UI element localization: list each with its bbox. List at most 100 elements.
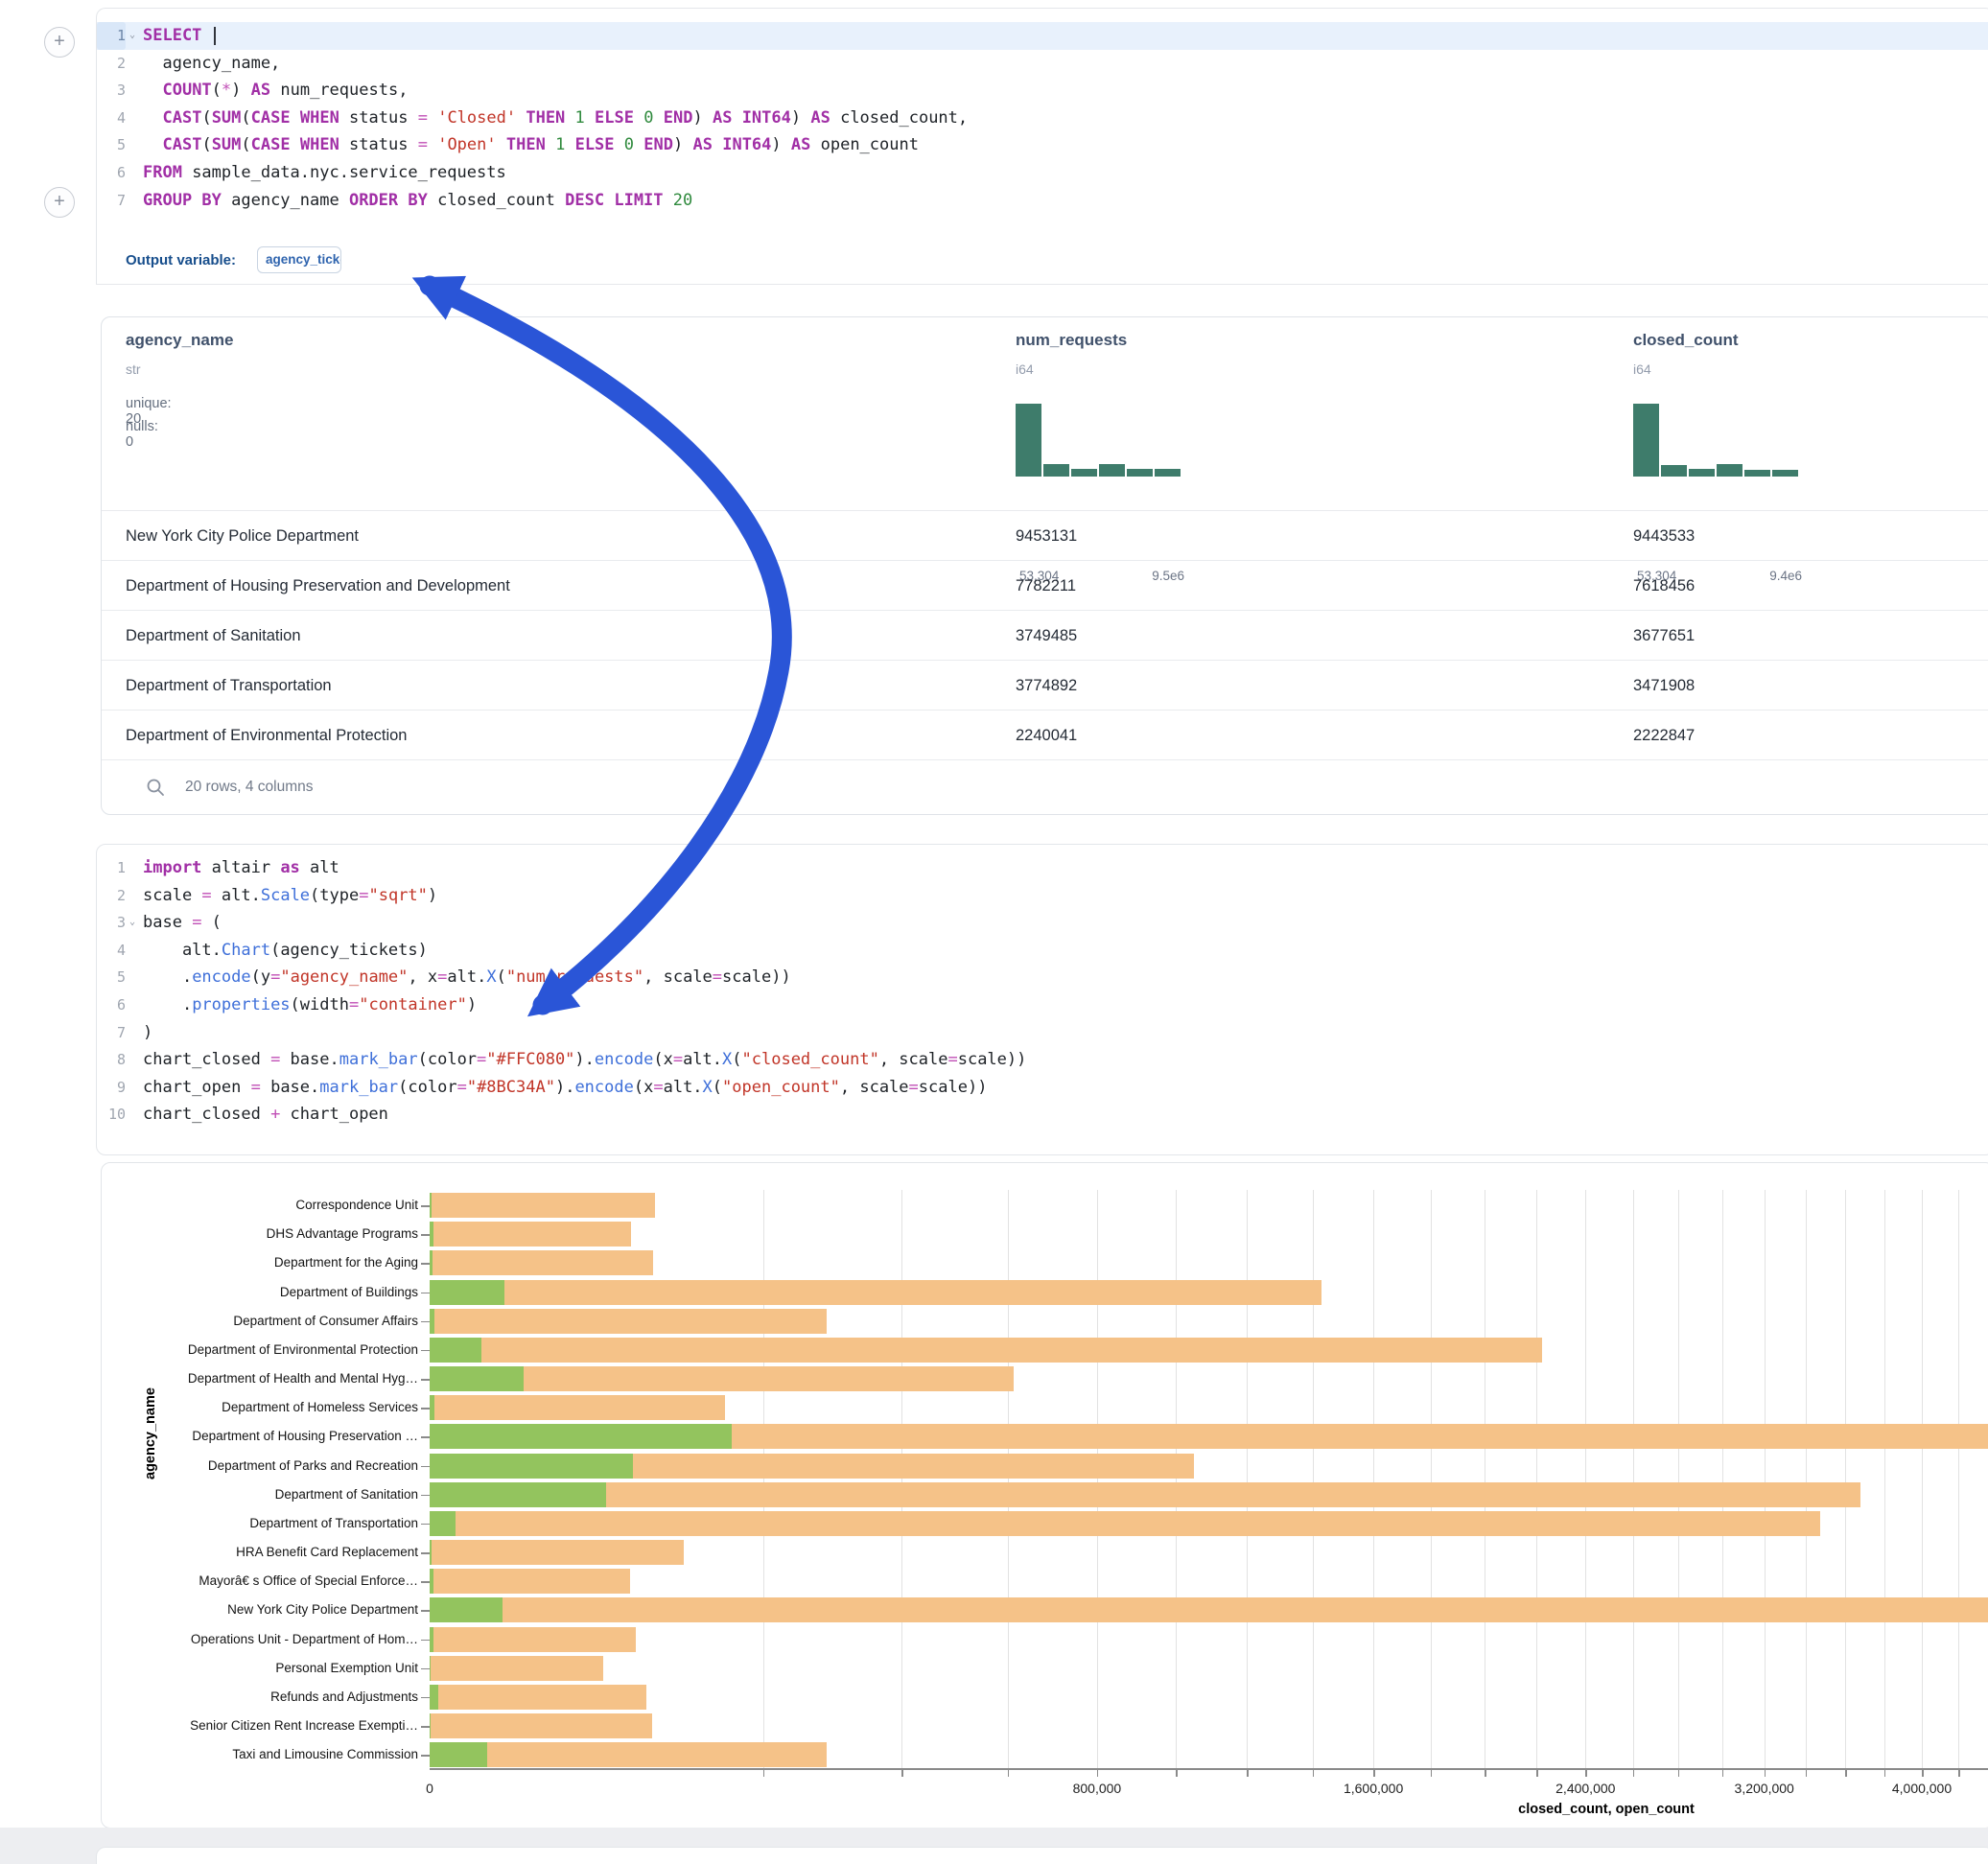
- chart-bar-closed_count: [430, 1627, 636, 1652]
- table-cell: Department of Environmental Protection: [126, 711, 407, 760]
- line-number: 9: [97, 1074, 126, 1102]
- y-axis-tick: [421, 1697, 430, 1699]
- x-axis-tick: [1008, 1770, 1010, 1777]
- table-row: Department of Housing Preservation and D…: [102, 560, 1988, 610]
- chart-x-axis-title: closed_count, open_count: [1518, 1802, 1695, 1817]
- chart-gridline: [1373, 1190, 1374, 1768]
- column-name: closed_count: [1633, 331, 1739, 350]
- chart-bar-closed_count: [430, 1569, 630, 1594]
- code-line[interactable]: 4 alt.Chart(agency_tickets): [97, 937, 1988, 965]
- chart-bar-open_count: [430, 1656, 431, 1681]
- chart-bar-open_count: [430, 1713, 431, 1738]
- x-axis-tick: [1678, 1770, 1680, 1777]
- altair-chart-output: agency_name closed_count, open_count 080…: [101, 1162, 1988, 1829]
- chart-bar-closed_count: [430, 1540, 684, 1565]
- x-axis-tick-label: 3,200,000: [1735, 1781, 1794, 1796]
- chart-gridline: [1176, 1190, 1177, 1768]
- code-text: FROM sample_data.nyc.service_requests: [139, 159, 506, 187]
- line-number: 1: [97, 22, 126, 50]
- code-text: chart_closed + chart_open: [139, 1101, 388, 1129]
- line-number: 6: [97, 159, 126, 187]
- x-axis-tick: [901, 1770, 903, 1777]
- y-axis-tick: [421, 1205, 430, 1207]
- code-line[interactable]: 7GROUP BY agency_name ORDER BY closed_co…: [97, 187, 1988, 215]
- code-text: alt.Chart(agency_tickets): [139, 937, 428, 965]
- table-cell: Department of Transportation: [126, 661, 332, 711]
- code-line[interactable]: 2scale = alt.Scale(type="sqrt"): [97, 882, 1988, 910]
- table-cell: 9443533: [1633, 511, 1695, 561]
- x-axis-tick-label: 2,400,000: [1555, 1781, 1615, 1796]
- code-line[interactable]: 1⌄SELECT: [97, 22, 1988, 50]
- line-number: 3: [97, 77, 126, 105]
- y-axis-tick: [421, 1495, 430, 1497]
- chart-gridline: [1678, 1190, 1679, 1768]
- chart-category-label: HRA Benefit Card Replacement: [102, 1545, 418, 1559]
- code-text: CAST(SUM(CASE WHEN status = 'Closed' THE…: [139, 105, 968, 132]
- search-icon[interactable]: [146, 778, 165, 797]
- code-line[interactable]: 3⌄base = (: [97, 909, 1988, 937]
- chart-bar-open_count: [430, 1395, 434, 1420]
- y-axis-tick: [421, 1668, 430, 1670]
- collapse-caret-icon[interactable]: ⌄: [126, 909, 139, 937]
- table-footer: 20 rows, 4 columns: [102, 759, 1988, 815]
- chart-bar-open_count: [430, 1280, 504, 1305]
- y-axis-tick: [421, 1755, 430, 1757]
- code-line[interactable]: 8chart_closed = base.mark_bar(color="#FF…: [97, 1046, 1988, 1074]
- chart-bar-open_count: [430, 1742, 487, 1767]
- chart-bar-closed_count: [430, 1193, 655, 1218]
- chart-bar-closed_count: [430, 1309, 827, 1334]
- code-line[interactable]: 5 CAST(SUM(CASE WHEN status = 'Open' THE…: [97, 131, 1988, 159]
- code-text: SELECT: [139, 22, 216, 50]
- chart-bar-open_count: [430, 1193, 432, 1218]
- code-text: ): [139, 1019, 152, 1047]
- y-axis-tick: [421, 1263, 430, 1265]
- code-line[interactable]: 10chart_closed + chart_open: [97, 1101, 1988, 1129]
- chart-gridline: [1958, 1190, 1959, 1768]
- python-code-editor[interactable]: 1import altair as alt2scale = alt.Scale(…: [97, 845, 1988, 1129]
- chart-bar-closed_count: [430, 1511, 1820, 1536]
- x-axis-tick-label: 4,000,000: [1892, 1781, 1952, 1796]
- chart-gridline: [1313, 1190, 1314, 1768]
- code-line[interactable]: 6 .properties(width="container"): [97, 991, 1988, 1019]
- sql-code-editor[interactable]: 1⌄SELECT 2 agency_name,3 COUNT(*) AS num…: [97, 9, 1988, 214]
- table-cell: 3471908: [1633, 661, 1695, 711]
- column-type: i64: [1016, 361, 1034, 377]
- output-variable-chip[interactable]: agency_tickets: [257, 246, 341, 273]
- line-number: 5: [97, 964, 126, 991]
- chart-bar-closed_count: [430, 1713, 652, 1738]
- code-line[interactable]: 1import altair as alt: [97, 854, 1988, 882]
- code-line[interactable]: 5 .encode(y="agency_name", x=alt.X("num_…: [97, 964, 1988, 991]
- collapse-caret-icon[interactable]: ⌄: [126, 22, 139, 50]
- python-cell: 1import altair as alt2scale = alt.Scale(…: [96, 844, 1988, 1155]
- line-number: 7: [97, 1019, 126, 1047]
- query-result-table: agency_name str unique: 20 nulls: 0 num_…: [101, 316, 1988, 815]
- output-variable-label: Output variable:: [126, 252, 236, 268]
- chart-category-label: Department of Sanitation: [102, 1487, 418, 1502]
- code-line[interactable]: 4 CAST(SUM(CASE WHEN status = 'Closed' T…: [97, 105, 1988, 132]
- add-cell-button-output[interactable]: +: [44, 187, 75, 218]
- chart-category-label: Personal Exemption Unit: [102, 1661, 418, 1675]
- code-line[interactable]: 3 COUNT(*) AS num_requests,: [97, 77, 1988, 105]
- code-text: import altair as alt: [139, 854, 339, 882]
- y-axis-tick: [421, 1466, 430, 1468]
- code-line[interactable]: 2 agency_name,: [97, 50, 1988, 78]
- code-line[interactable]: 9chart_open = base.mark_bar(color="#8BC3…: [97, 1074, 1988, 1102]
- chart-gridline: [1845, 1190, 1846, 1768]
- code-line[interactable]: 7): [97, 1019, 1988, 1047]
- chart-bar-open_count: [430, 1424, 732, 1449]
- chart-gridline: [1722, 1190, 1723, 1768]
- y-axis-tick: [421, 1640, 430, 1642]
- table-cell: 3749485: [1016, 611, 1077, 661]
- code-line[interactable]: 6 FROM sample_data.nyc.service_requests: [97, 159, 1988, 187]
- table-cell: New York City Police Department: [126, 511, 359, 561]
- x-axis-tick: [1097, 1770, 1099, 1777]
- y-axis-tick: [421, 1350, 430, 1352]
- chart-bar-closed_count: [430, 1685, 646, 1710]
- column-name: num_requests: [1016, 331, 1127, 350]
- chart-bar-closed_count: [430, 1597, 1988, 1622]
- x-axis-tick: [1765, 1770, 1766, 1777]
- chart-category-label: Operations Unit - Department of Hom…: [102, 1632, 418, 1646]
- line-number: 2: [97, 882, 126, 910]
- add-cell-button-top[interactable]: +: [44, 27, 75, 58]
- cell-divider: [96, 284, 1988, 285]
